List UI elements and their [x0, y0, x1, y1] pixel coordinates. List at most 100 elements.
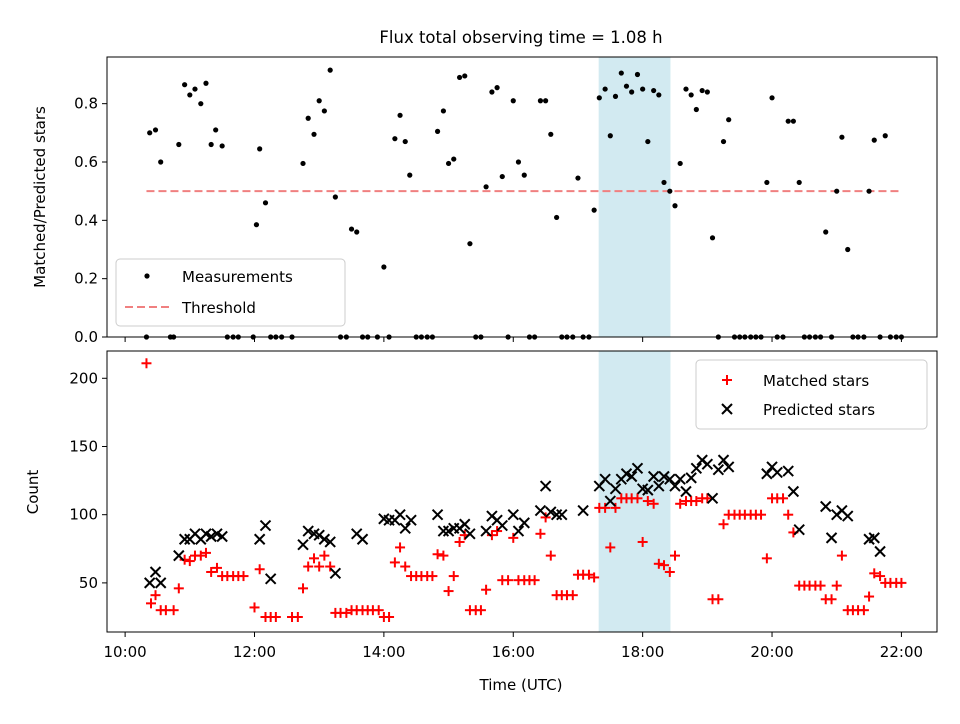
matched-point	[831, 580, 842, 591]
matched-point	[389, 557, 400, 568]
predicted-point	[205, 530, 217, 543]
x-stroke	[302, 525, 314, 537]
matched-point	[454, 536, 465, 547]
x-stroke	[205, 530, 217, 543]
predicted-point	[399, 522, 411, 535]
measurement-point	[591, 207, 597, 213]
chart-title: Flux total observing time = 1.08 h	[379, 28, 662, 47]
x-stroke	[782, 465, 794, 477]
measurement-point	[158, 159, 164, 165]
measurement-point	[489, 89, 495, 95]
matched-point	[270, 611, 281, 622]
matched-point	[145, 598, 156, 609]
x-stroke	[721, 403, 733, 415]
x-stroke	[631, 462, 644, 475]
predicted-point	[599, 473, 611, 485]
measurement-point	[726, 117, 732, 123]
matched-point	[400, 561, 411, 572]
matched-point	[184, 556, 195, 567]
measurement-point	[262, 200, 269, 206]
x-axis-ticks	[124, 337, 902, 342]
x-stroke	[556, 508, 568, 521]
predicted-point	[154, 577, 167, 589]
x-stroke	[496, 519, 508, 532]
predicted-point	[722, 461, 735, 473]
predicted-point	[173, 549, 185, 562]
predicted-point	[604, 495, 617, 507]
measurement-point	[672, 203, 678, 209]
x-stroke	[550, 508, 563, 521]
matched-point	[150, 590, 161, 601]
matched-point	[756, 509, 767, 520]
predicted-point	[669, 480, 681, 492]
matched-point	[249, 602, 260, 613]
x-stroke	[771, 466, 783, 479]
matched-point	[761, 553, 772, 564]
measurement-point	[192, 86, 198, 92]
predicted-point	[178, 533, 191, 545]
x-stroke	[647, 470, 660, 483]
legend-plus-glyph	[722, 375, 732, 385]
measurement-point	[661, 179, 667, 186]
measurement-point	[667, 188, 673, 194]
matched-point	[869, 568, 880, 579]
legend-predicted-marker	[721, 403, 733, 415]
matched-point	[605, 542, 616, 553]
matched-point	[503, 575, 514, 586]
predicted-point	[437, 525, 450, 537]
measurement-point	[845, 246, 851, 253]
predicted-point	[496, 519, 508, 532]
matched-point	[783, 509, 794, 520]
x-stroke	[437, 525, 450, 537]
y-axis-label: Count	[24, 470, 42, 515]
legend-measurements-label: Measurements	[182, 268, 293, 286]
highlight-span	[598, 351, 671, 632]
legend-x-glyph	[721, 403, 733, 415]
measurement-point	[699, 87, 705, 94]
predicted-point	[658, 470, 670, 483]
predicted-point	[647, 470, 660, 483]
predicted-point	[480, 525, 492, 537]
matched-point	[896, 577, 907, 588]
x-stroke	[308, 528, 320, 540]
predicted-point	[318, 533, 331, 545]
predicted-point	[216, 530, 228, 543]
legend-bottom: Matched stars Predicted stars	[695, 359, 928, 430]
measurement-point	[683, 86, 689, 92]
matched-point	[438, 550, 449, 561]
measurement-point	[596, 95, 602, 101]
matched-point	[395, 542, 406, 553]
x-stroke	[609, 483, 622, 495]
measurement-point	[499, 173, 505, 180]
measurement-point	[397, 112, 403, 118]
x-tick-label: 12:00	[233, 643, 276, 661]
predicted-point	[507, 508, 519, 521]
measurement-point	[354, 229, 360, 235]
predicted-point	[556, 508, 568, 521]
predicted-point	[394, 508, 406, 521]
x-stroke	[680, 485, 692, 498]
predicted-point	[625, 470, 638, 483]
measurement-point	[764, 179, 770, 186]
measurement-point	[602, 86, 608, 92]
predicted-point	[868, 532, 880, 544]
legend-top: Measurements Threshold	[115, 258, 346, 327]
x-stroke	[874, 545, 886, 558]
x-stroke	[491, 514, 503, 526]
predicted-point	[534, 504, 547, 517]
matched-point	[540, 512, 551, 523]
matched-point	[815, 580, 826, 591]
predicted-point	[787, 485, 800, 498]
predicted-point	[712, 463, 725, 476]
measurement-point	[456, 74, 463, 81]
matched-point	[642, 496, 653, 507]
matched-point	[443, 586, 454, 597]
matched-point	[718, 519, 729, 530]
legend-matched-label: Matched stars	[763, 372, 869, 390]
matched-point	[713, 594, 724, 605]
measurement-point	[348, 226, 355, 232]
predicted-point	[302, 525, 314, 537]
predicted-point	[793, 523, 805, 536]
